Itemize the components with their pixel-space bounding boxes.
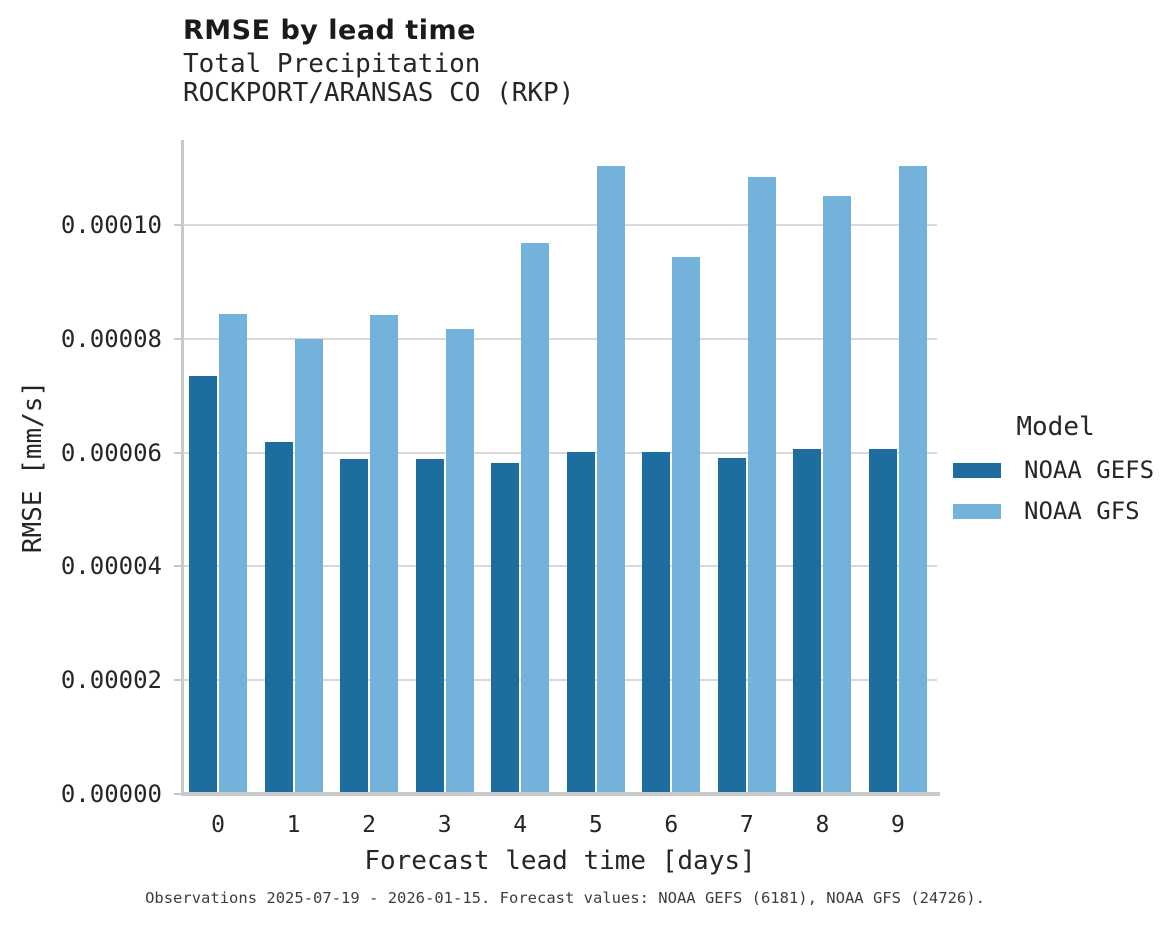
y-ticklabel-0.00000: 0.00000 xyxy=(60,780,162,808)
gridline-0.00006 xyxy=(184,451,937,454)
bar-noaa-gfs-day-1 xyxy=(294,339,323,794)
x-ticklabel-1: 1 xyxy=(286,812,301,838)
noaa-gfs-swatch-icon xyxy=(953,503,1001,519)
y-axis-label: RMSE [mm/s] xyxy=(18,380,48,554)
legend-label-noaa-gfs: NOAA GFS xyxy=(1024,497,1140,525)
legend-entry-noaa-gfs: NOAA GFS xyxy=(953,499,1158,523)
bar-noaa-gefs-day-7 xyxy=(717,458,746,794)
gridline-0.00010 xyxy=(184,224,937,226)
y-axis-spine xyxy=(181,140,184,796)
gridline-0.00002 xyxy=(184,679,937,682)
bar-noaa-gefs-day-9 xyxy=(868,448,897,794)
y-tickmark-0.00006 xyxy=(174,451,181,454)
y-ticklabel-0.00004: 0.00004 xyxy=(60,552,162,581)
x-ticklabel-5: 5 xyxy=(588,812,603,838)
y-ticklabel-0.00002: 0.00002 xyxy=(60,666,162,695)
x-ticklabel-0: 0 xyxy=(211,812,225,838)
bar-noaa-gefs-day-6 xyxy=(642,452,671,794)
bar-noaa-gfs-day-6 xyxy=(672,257,701,794)
bar-noaa-gefs-day-4 xyxy=(491,463,520,794)
x-axis-label: Forecast lead time [days] xyxy=(364,846,756,876)
x-axis-spine xyxy=(181,792,940,796)
bar-noaa-gefs-day-3 xyxy=(415,458,444,794)
x-ticklabel-7: 7 xyxy=(739,812,754,838)
chart-title: RMSE by lead time xyxy=(183,15,476,46)
bar-noaa-gfs-day-0 xyxy=(219,313,247,794)
y-tickmark-0.00010 xyxy=(174,224,181,226)
gridline-0.00004 xyxy=(184,565,937,568)
x-ticklabel-8: 8 xyxy=(815,812,830,838)
bar-noaa-gfs-day-9 xyxy=(898,166,927,794)
subtitle-line-2: ROCKPORT/ARANSAS CO (RKP) xyxy=(183,78,575,108)
y-ticklabel-0.00010: 0.00010 xyxy=(60,211,162,239)
bar-noaa-gefs-day-2 xyxy=(340,458,369,794)
bar-noaa-gfs-day-5 xyxy=(596,166,625,794)
bar-noaa-gfs-day-3 xyxy=(445,329,474,794)
caption: Observations 2025-07-19 - 2026-01-15. Fo… xyxy=(145,889,985,907)
bar-noaa-gfs-day-4 xyxy=(521,243,550,794)
x-ticklabel-9: 9 xyxy=(891,812,905,838)
x-ticklabel-2: 2 xyxy=(362,812,377,838)
bar-noaa-gfs-day-2 xyxy=(370,315,399,794)
bar-noaa-gfs-day-8 xyxy=(823,195,852,794)
bar-noaa-gefs-day-8 xyxy=(793,448,822,794)
y-tickmark-0.00002 xyxy=(174,679,181,682)
x-ticklabel-6: 6 xyxy=(664,812,679,838)
subtitle-line-1: Total Precipitation xyxy=(183,49,481,79)
legend-title: Model xyxy=(1016,412,1095,442)
bar-noaa-gefs-day-1 xyxy=(264,442,293,794)
y-tickmark-0.00004 xyxy=(174,565,181,568)
legend-label-noaa-gefs: NOAA GEFS xyxy=(1024,456,1155,484)
legend: Model NOAA GEFS NOAA GFS xyxy=(953,413,1158,523)
x-ticklabel-4: 4 xyxy=(513,812,528,838)
bar-noaa-gfs-day-7 xyxy=(747,177,776,794)
chart-subtitle: Total Precipitation ROCKPORT/ARANSAS CO (… xyxy=(183,50,574,108)
y-tickmark-0.00008 xyxy=(174,337,181,340)
y-ticklabel-0.00008: 0.00008 xyxy=(60,324,162,353)
gridline-0.00008 xyxy=(184,337,937,340)
legend-entry-noaa-gefs: NOAA GEFS xyxy=(953,458,1158,482)
y-tickmark-0.00000 xyxy=(174,793,181,795)
y-ticklabel-0.00006: 0.00006 xyxy=(60,438,162,467)
x-ticklabel-3: 3 xyxy=(437,812,452,838)
bar-noaa-gefs-day-0 xyxy=(189,375,217,794)
bar-noaa-gefs-day-5 xyxy=(566,452,595,794)
noaa-gefs-swatch-icon xyxy=(953,462,1001,478)
